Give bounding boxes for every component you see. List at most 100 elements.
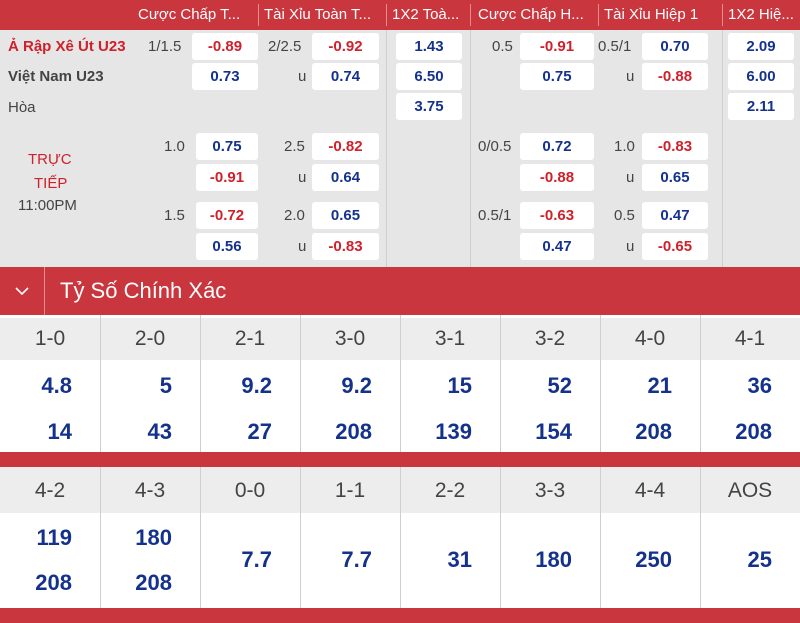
score-odds[interactable]: 180 — [535, 547, 572, 572]
score-label: AOS — [727, 479, 773, 502]
h1-1x2-home-odds[interactable]: 2.09 — [728, 33, 794, 60]
score-label: 1-1 — [334, 479, 366, 502]
score-label: 2-0 — [134, 327, 166, 350]
over-odds[interactable]: -0.92 — [312, 33, 379, 60]
alt2-handicap-away-odds[interactable]: 0.56 — [196, 233, 258, 260]
score-odds-away[interactable]: 14 — [47, 419, 72, 444]
alt1-under-odds[interactable]: 0.64 — [312, 164, 379, 191]
alt2-over-odds[interactable]: 0.65 — [312, 202, 379, 229]
col-header-handicap-ft[interactable]: Cược Chấp T... — [138, 6, 241, 23]
score-odds-home[interactable]: 15 — [447, 373, 472, 398]
h1-1x2-away-odds[interactable]: 6.00 — [728, 63, 794, 90]
column-divider — [400, 467, 401, 608]
h1-1x2-draw-odds[interactable]: 2.11 — [728, 93, 794, 120]
header-divider — [386, 4, 387, 26]
column-divider — [400, 315, 401, 452]
score-odds-home[interactable]: 4.8 — [41, 373, 72, 398]
score-odds[interactable]: 7.7 — [341, 547, 372, 572]
score-odds[interactable]: 250 — [635, 547, 672, 572]
column-divider — [386, 30, 387, 267]
alt1-h1-over-under-line: 1.0 — [614, 138, 635, 155]
score-odds[interactable]: 7.7 — [241, 547, 272, 572]
alt1-handicap-away-odds[interactable]: -0.91 — [196, 164, 258, 191]
score-label: 4-3 — [134, 479, 166, 502]
score-odds-away[interactable]: 208 — [135, 570, 172, 595]
score-odds-away[interactable]: 43 — [147, 419, 172, 444]
score-odds-away[interactable]: 27 — [247, 419, 272, 444]
1x2-draw-odds[interactable]: 3.75 — [396, 93, 462, 120]
score-odds-home[interactable]: 9.2 — [241, 373, 272, 398]
handicap-away-odds[interactable]: 0.73 — [192, 63, 258, 90]
score-label: 4-2 — [34, 479, 66, 502]
under-label: u — [298, 68, 307, 85]
alt1-handicap-line: 1.0 — [164, 138, 185, 155]
header-divider — [598, 4, 599, 26]
alt1-h1-handicap-home-odds[interactable]: 0.72 — [520, 133, 594, 160]
alt1-h1-handicap-away-odds[interactable]: -0.88 — [520, 164, 594, 191]
alt2-h1-handicap-home-odds[interactable]: -0.63 — [520, 202, 594, 229]
col-header-over-under-ft[interactable]: Tài Xỉu Toàn T... — [264, 6, 372, 23]
score-odds-home[interactable]: 5 — [159, 373, 172, 398]
odds-header-bar: Cược Chấp T... Tài Xỉu Toàn T... 1X2 Toà… — [0, 0, 800, 30]
score-odds-home[interactable]: 21 — [647, 373, 672, 398]
alt1-handicap-home-odds[interactable]: 0.75 — [196, 133, 258, 160]
score-odds-home[interactable]: 180 — [135, 525, 172, 550]
score-odds-away[interactable]: 139 — [435, 419, 472, 444]
kickoff-time: 11:00PM — [18, 197, 77, 214]
score-odds-home[interactable]: 9.2 — [341, 373, 372, 398]
score-odds[interactable]: 25 — [747, 547, 772, 572]
score-odds-away[interactable]: 208 — [35, 570, 72, 595]
h1-under-odds[interactable]: -0.88 — [642, 63, 708, 90]
alt2-h1-handicap-away-odds[interactable]: 0.47 — [520, 233, 594, 260]
correct-score-section-bar: Tỷ Số Chính Xác — [0, 267, 800, 315]
alt2-under-odds[interactable]: -0.83 — [312, 233, 379, 260]
score-odds-home[interactable]: 119 — [36, 525, 73, 550]
under-odds[interactable]: 0.74 — [312, 63, 379, 90]
col-header-1x2-h1[interactable]: 1X2 Hiệ... — [728, 6, 794, 23]
live-status-line2: TIẾP — [34, 175, 68, 192]
alt2-handicap-home-odds[interactable]: -0.72 — [196, 202, 258, 229]
score-label: 3-1 — [434, 327, 466, 350]
alt1-h1-handicap-line: 0/0.5 — [478, 138, 512, 155]
h1-over-odds[interactable]: 0.70 — [642, 33, 708, 60]
over-under-line: 2/2.5 — [268, 38, 302, 55]
h1-handicap-away-odds[interactable]: 0.75 — [520, 63, 594, 90]
score-odds-away[interactable]: 208 — [735, 419, 772, 444]
collapse-toggle[interactable] — [0, 267, 45, 315]
alt2-h1-under-odds[interactable]: -0.65 — [642, 233, 708, 260]
score-odds-away[interactable]: 208 — [335, 419, 372, 444]
score-label: 3-0 — [334, 327, 366, 350]
alt1-h1-under-odds[interactable]: 0.65 — [642, 164, 708, 191]
column-divider — [600, 315, 601, 452]
alt2-h1-over-under-line: 0.5 — [614, 207, 635, 224]
chevron-down-icon — [15, 287, 29, 296]
column-divider — [300, 315, 301, 452]
alt1-over-odds[interactable]: -0.82 — [312, 133, 379, 160]
score-odds-home[interactable]: 36 — [747, 373, 772, 398]
alt1-over-under-line: 2.5 — [284, 138, 305, 155]
score-label: 4-0 — [634, 327, 666, 350]
col-header-handicap-h1[interactable]: Cược Chấp H... — [478, 6, 584, 23]
1x2-away-odds[interactable]: 6.50 — [396, 63, 462, 90]
away-team-name: Việt Nam U23 — [8, 68, 104, 85]
alt2-over-under-line: 2.0 — [284, 207, 305, 224]
alt2-h1-over-odds[interactable]: 0.47 — [642, 202, 708, 229]
alt2-h1-under-label: u — [626, 238, 635, 255]
column-divider — [500, 467, 501, 608]
col-header-over-under-h1[interactable]: Tài Xỉu Hiệp 1 — [604, 6, 699, 23]
h1-handicap-home-odds[interactable]: -0.91 — [520, 33, 594, 60]
score-odds-away[interactable]: 154 — [535, 419, 572, 444]
header-divider — [470, 4, 471, 26]
1x2-home-odds[interactable]: 1.43 — [396, 33, 462, 60]
score-odds[interactable]: 31 — [447, 547, 472, 572]
score-label: 0-0 — [234, 479, 266, 502]
column-divider — [700, 315, 701, 452]
col-header-1x2-ft[interactable]: 1X2 Toà... — [392, 6, 460, 23]
score-odds-away[interactable]: 208 — [635, 419, 672, 444]
header-divider — [258, 4, 259, 26]
column-divider — [470, 30, 471, 267]
column-divider — [200, 467, 201, 608]
alt1-h1-over-odds[interactable]: -0.83 — [642, 133, 708, 160]
handicap-home-odds[interactable]: -0.89 — [192, 33, 258, 60]
score-odds-home[interactable]: 52 — [547, 373, 572, 398]
